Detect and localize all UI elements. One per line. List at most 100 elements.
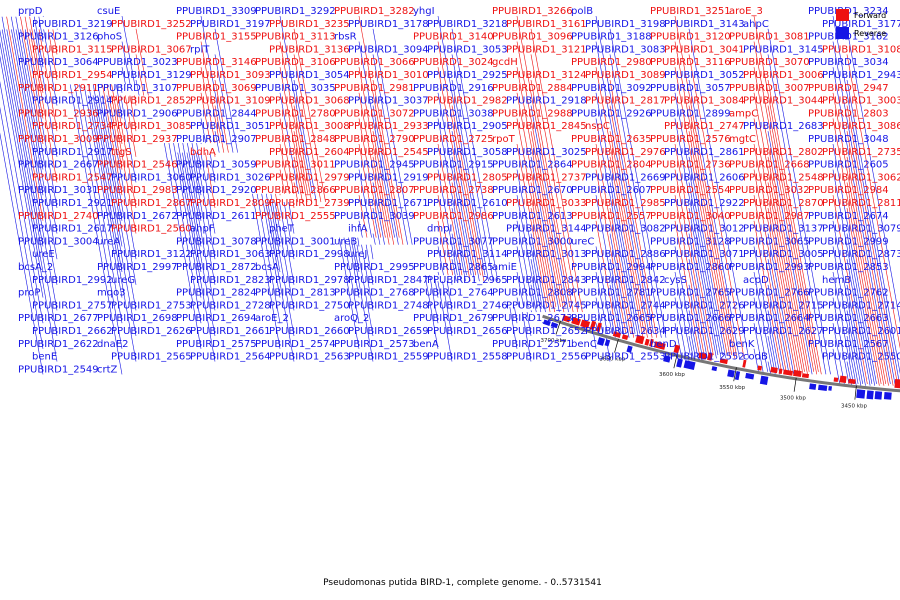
label-connector (846, 310, 862, 386)
label-connector (674, 297, 686, 356)
gene-label: PPUBIRD1_2740 (18, 211, 99, 222)
gene-label: PPUBIRD1_2573 (334, 339, 415, 350)
label-connector (129, 95, 137, 132)
label-connector (767, 233, 794, 375)
gene-label: PPUBIRD1_2556 (506, 352, 587, 363)
label-connector (0, 132, 44, 375)
gene-label: PPUBIRD1_2802 (743, 147, 824, 158)
gene-block (783, 369, 793, 376)
gene-label: PPUBIRD1_2976 (585, 147, 666, 158)
gene-label: PPUBIRD1_3011 (255, 160, 336, 171)
gene-label: nspC (585, 121, 610, 132)
label-connector (595, 118, 636, 334)
label-connector (846, 182, 885, 386)
gene-label: PPUBIRD1_2911 (18, 83, 99, 94)
gene-label: PPUBIRD1_2664 (729, 313, 810, 324)
gene-label: PPUBIRD1_3198 (585, 19, 666, 30)
label-connector (214, 105, 225, 153)
gene-track-layer (542, 314, 900, 400)
gene-label: PPUBIRD1_2762 (808, 288, 889, 299)
gene-label: ampC (729, 108, 758, 119)
gene-label: PPUBIRD1_2916 (413, 83, 494, 94)
label-connector (688, 28, 749, 359)
gene-label: PPUBIRD1_2726 (664, 300, 745, 311)
label-connector (609, 259, 625, 338)
gene-label: gcdH (492, 57, 518, 68)
gene-label: PPUBIRD1_3008 (269, 121, 350, 132)
gene-label: PPUBIRD1_2553 (585, 352, 666, 363)
gene-label: PPUBIRD1_2945 (334, 160, 415, 171)
label-connector (767, 182, 804, 375)
gene-label: PPUBIRD1_2605 (808, 160, 889, 171)
gene-label: PPUBIRD1_2671 (348, 198, 429, 209)
label-connector (372, 54, 408, 245)
gene-label: PPUBIRD1_3034 (808, 57, 889, 68)
gene-label: PPUBIRD1_2998 (269, 249, 350, 260)
label-connector (674, 271, 691, 356)
label-connector (846, 207, 880, 386)
label-connector (1, 16, 44, 247)
label-connector (595, 67, 645, 334)
label-connector (52, 29, 58, 55)
gene-block (571, 316, 581, 326)
gene-label: PPUBIRD1_2937 (97, 134, 178, 145)
label-connector (516, 220, 534, 308)
scale-tick-label: 3550 kbp (719, 385, 745, 391)
gene-label: PPUBIRD1_2768 (334, 288, 415, 299)
label-connector (121, 41, 131, 85)
label-connector (191, 143, 202, 196)
gene-label: ihfA (348, 224, 368, 235)
label-connector (79, 84, 123, 324)
scale-tick-layer: 3700 kbp 3650 kbp 3600 kbp 3550 kbp 3500 kbp… (541, 321, 867, 410)
label-connector (20, 16, 44, 145)
gene-label: PPUBIRD1_2917 (32, 147, 113, 158)
label-connector (74, 84, 123, 349)
gene-label: PPUBIRD1_2667 (18, 160, 99, 171)
gene-label: PPUBIRD1_2781 (571, 288, 652, 299)
gene-label: PPUBIRD1_3218 (427, 19, 508, 30)
scale-tick-label: 3700 kbp (541, 338, 567, 344)
label-connector (437, 143, 463, 276)
gene-label: PPUBIRD1_2860 (650, 262, 731, 273)
label-connector (846, 54, 900, 349)
gene-label: PPUBIRD1_2753 (111, 300, 192, 311)
gene-label: PPUBIRD1_2757 (32, 300, 113, 311)
gene-label: PPUBIRD1_2747 (664, 121, 745, 132)
gene-label: PPUBIRD1_3085 (111, 121, 192, 132)
gene-label: PPUBIRD1_3144 (506, 224, 587, 235)
label-connector (88, 95, 137, 362)
label-connector (372, 28, 413, 245)
gene-label: PPUBIRD1_2886 (585, 249, 666, 260)
label-connector (275, 193, 281, 221)
label-connector (424, 275, 439, 349)
gene-label: PPUBIRD1_2803 (808, 108, 889, 119)
label-connector (846, 233, 876, 386)
gene-label: PPUBIRD1_3025 (506, 147, 587, 158)
gene-label: PPUBIRD1_3057 (650, 83, 731, 94)
gene-label: PPUBIRD1_2565 (111, 352, 192, 363)
gene-label: PPUBIRD1_2714 (822, 300, 900, 311)
label-connector (265, 193, 281, 273)
label-connector (674, 67, 728, 356)
gene-block (793, 369, 802, 378)
gene-label: PPUBIRD1_3071 (664, 249, 745, 260)
label-connector (38, 29, 58, 132)
gene-block (683, 360, 696, 370)
gene-block (757, 365, 763, 371)
gene-label: PPUBIRD1_2899 (650, 108, 731, 119)
gene-label: PPUBIRD1_3006 (743, 70, 824, 81)
gene-label: PPUBIRD1_3155 (176, 32, 257, 43)
gene-label: amiE (492, 262, 517, 273)
label-connector (753, 323, 764, 372)
gene-label: PPUBIRD1_3007 (729, 83, 810, 94)
legend-item-forward: Forward (836, 6, 886, 24)
label-connector (437, 281, 453, 362)
label-connector (832, 92, 887, 385)
label-connector (357, 237, 360, 247)
label-connector (832, 41, 896, 385)
gene-label: PPUBIRD1_3197 (190, 19, 271, 30)
gene-label: rbsR (334, 32, 357, 43)
label-connector (767, 105, 818, 375)
label-connector (83, 84, 123, 298)
gene-label: PPUBIRD1_2554 (650, 185, 731, 196)
